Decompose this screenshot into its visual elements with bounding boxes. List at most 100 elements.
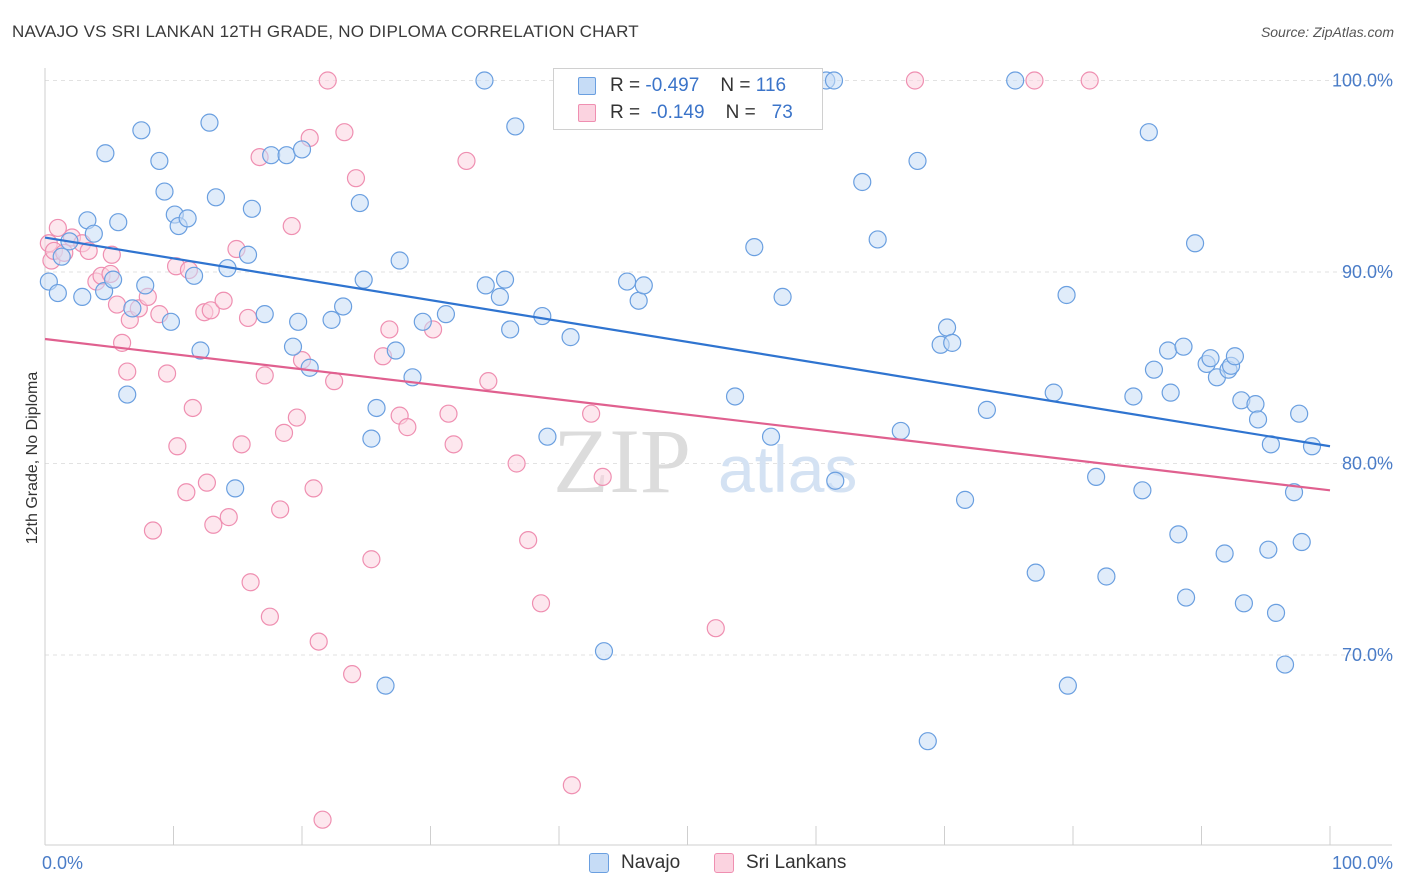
data-point bbox=[1284, 483, 1304, 502]
data-point bbox=[1158, 341, 1178, 360]
data-point bbox=[1087, 467, 1106, 487]
data-point bbox=[238, 308, 258, 328]
data-point bbox=[178, 209, 197, 228]
data-point bbox=[457, 151, 476, 171]
data-point bbox=[277, 146, 296, 165]
data-point bbox=[538, 427, 557, 446]
data-point bbox=[618, 272, 637, 291]
data-point bbox=[439, 404, 458, 423]
legend-n-value-navajo: 116 bbox=[755, 75, 787, 96]
data-point bbox=[490, 287, 509, 306]
data-point bbox=[413, 312, 432, 331]
data-point bbox=[1133, 481, 1152, 500]
legend-n-value-sri-lankans: 73 bbox=[771, 102, 793, 123]
data-point bbox=[150, 151, 169, 171]
data-point bbox=[300, 358, 319, 377]
data-point bbox=[761, 427, 781, 446]
data-point bbox=[1290, 404, 1309, 423]
data-point bbox=[242, 199, 261, 218]
data-point bbox=[908, 151, 927, 171]
data-point bbox=[955, 490, 975, 509]
data-point bbox=[48, 218, 67, 238]
data-point bbox=[725, 387, 745, 406]
legend-n-label: N = bbox=[720, 75, 751, 96]
axes bbox=[44, 68, 1392, 846]
bottom-legend-label-navajo: Navajo bbox=[621, 852, 681, 873]
data-point bbox=[1225, 347, 1245, 366]
series-navajo bbox=[39, 71, 1322, 751]
data-point bbox=[238, 245, 258, 264]
data-point bbox=[168, 437, 187, 456]
data-point bbox=[96, 144, 115, 163]
data-point bbox=[335, 123, 354, 142]
data-point bbox=[241, 573, 260, 592]
series-sri-lankans bbox=[39, 71, 1099, 829]
data-point bbox=[1144, 360, 1164, 379]
data-point bbox=[184, 266, 204, 285]
data-point bbox=[118, 362, 137, 381]
data-point bbox=[73, 287, 92, 306]
data-point bbox=[367, 398, 386, 418]
data-point bbox=[177, 483, 196, 502]
legend-r-value-navajo: -0.497 bbox=[645, 75, 700, 96]
data-point bbox=[206, 188, 226, 207]
data-point bbox=[214, 291, 233, 310]
data-point bbox=[826, 471, 845, 490]
data-point bbox=[226, 479, 245, 498]
data-point bbox=[853, 172, 872, 192]
legend-swatch-navajo bbox=[578, 77, 596, 95]
data-point bbox=[1302, 437, 1322, 456]
data-point bbox=[157, 364, 177, 383]
data-point bbox=[183, 398, 202, 418]
data-point bbox=[346, 169, 366, 188]
data-point bbox=[79, 241, 98, 261]
data-point bbox=[1215, 544, 1234, 563]
data-point bbox=[48, 283, 67, 303]
y-axis-label: 12th Grade, No Diploma bbox=[24, 372, 41, 545]
legend-text-sri-lankans: R = -0.149 N = 73 bbox=[610, 102, 793, 124]
trend-line bbox=[44, 337, 1331, 492]
data-point bbox=[1057, 285, 1076, 305]
data-point bbox=[204, 515, 223, 534]
legend-r-label: R = bbox=[610, 75, 641, 96]
data-point bbox=[1275, 655, 1295, 674]
data-point bbox=[132, 121, 151, 140]
data-point bbox=[155, 182, 174, 201]
watermark-atlas: atlas bbox=[718, 432, 857, 506]
data-point bbox=[501, 320, 520, 339]
data-point bbox=[343, 665, 362, 684]
x-tick-label: 0.0% bbox=[42, 853, 83, 873]
data-point bbox=[287, 408, 306, 427]
data-point bbox=[289, 312, 308, 331]
data-point bbox=[824, 71, 844, 90]
grid-lines bbox=[45, 80, 1392, 656]
data-point bbox=[1201, 349, 1220, 368]
data-point bbox=[123, 299, 142, 318]
data-point bbox=[232, 435, 251, 454]
data-point bbox=[197, 473, 217, 492]
data-point bbox=[582, 404, 601, 423]
y-tick-label: 100.0% bbox=[1332, 71, 1393, 91]
data-point bbox=[531, 594, 551, 613]
data-point bbox=[322, 310, 341, 329]
legend-text-navajo: R = -0.497 N = 116 bbox=[610, 75, 786, 97]
y-tick-label: 90.0% bbox=[1342, 262, 1393, 282]
data-point bbox=[476, 276, 495, 295]
data-point bbox=[1026, 563, 1045, 582]
data-point bbox=[506, 117, 525, 136]
data-point bbox=[318, 71, 337, 90]
data-point bbox=[1176, 588, 1196, 607]
data-point bbox=[1058, 676, 1077, 695]
data-point bbox=[1174, 337, 1193, 356]
data-point bbox=[634, 276, 653, 295]
data-point bbox=[107, 295, 127, 314]
data-point bbox=[905, 71, 925, 90]
data-point bbox=[292, 140, 312, 159]
x-tick-label: 100.0% bbox=[1332, 853, 1393, 873]
data-point bbox=[398, 418, 417, 437]
data-point bbox=[773, 287, 792, 306]
data-point bbox=[1161, 383, 1180, 402]
data-point bbox=[309, 632, 328, 651]
data-point bbox=[1169, 525, 1188, 544]
